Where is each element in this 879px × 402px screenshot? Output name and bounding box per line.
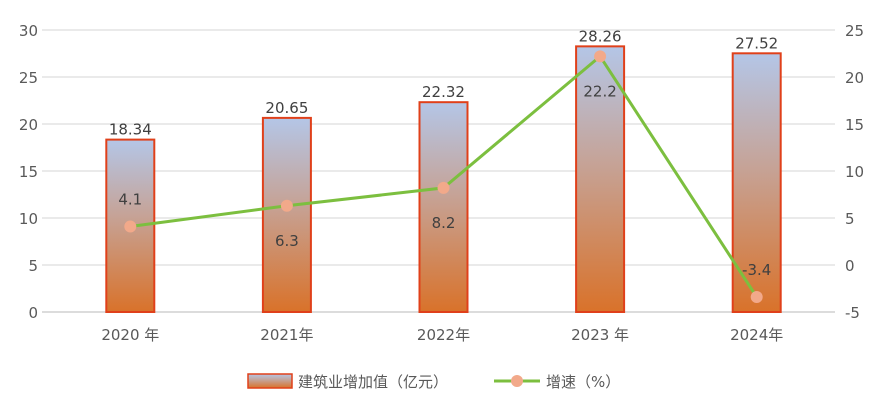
left-axis-tick-label: 10	[19, 210, 38, 228]
bar-data-label: 20.65	[265, 99, 308, 117]
growth-marker	[750, 290, 763, 303]
bar	[261, 116, 312, 313]
bar-data-label: 28.26	[579, 27, 622, 45]
growth-marker	[437, 181, 450, 194]
right-axis-tick-label: 15	[845, 116, 864, 134]
bar-data-label: 22.32	[422, 83, 465, 101]
growth-marker	[594, 50, 607, 63]
legend-line-label: 增速（%）	[546, 373, 620, 391]
left-axis-tick-label: 5	[28, 257, 38, 275]
right-axis-tick-label: 5	[845, 210, 855, 228]
legend-bar-label: 建筑业增加值（亿元）	[298, 373, 448, 391]
bar	[418, 101, 469, 313]
legend-bar-swatch	[247, 373, 293, 389]
bar	[731, 52, 782, 313]
left-axis-tick-label: 15	[19, 163, 38, 181]
bar	[575, 45, 626, 314]
growth-data-label: 4.1	[118, 190, 142, 208]
right-axis-tick-label: 0	[845, 257, 855, 275]
left-axis-tick-label: 20	[19, 116, 38, 134]
right-axis-tick-label: -5	[845, 304, 860, 322]
growth-data-label: 22.2	[583, 82, 616, 100]
right-axis-tick-label: 25	[845, 22, 864, 40]
x-axis-tick-label: 2023 年	[571, 326, 629, 344]
growth-data-label: 6.3	[275, 232, 299, 250]
left-axis-tick-label: 30	[19, 22, 38, 40]
x-axis-tick-label: 2020 年	[101, 326, 159, 344]
growth-marker	[280, 199, 293, 212]
legend-marker-swatch	[511, 375, 523, 387]
growth-data-label: -3.4	[742, 261, 771, 279]
left-axis-tick-label: 0	[28, 304, 38, 322]
bar-data-label: 18.34	[109, 121, 152, 139]
growth-data-label: 8.2	[432, 214, 456, 232]
x-axis-tick-label: 2024年	[730, 326, 783, 344]
bar-data-label: 27.52	[735, 34, 778, 52]
legend: 建筑业增加值（亿元） 增速（%）	[247, 373, 620, 391]
right-axis-tick-label: 20	[845, 69, 864, 87]
x-axis-tick-label: 2021年	[260, 326, 313, 344]
right-axis-tick-label: 10	[845, 163, 864, 181]
left-axis-tick-label: 25	[19, 69, 38, 87]
x-axis-tick-label: 2022年	[417, 326, 470, 344]
growth-marker	[124, 220, 137, 233]
